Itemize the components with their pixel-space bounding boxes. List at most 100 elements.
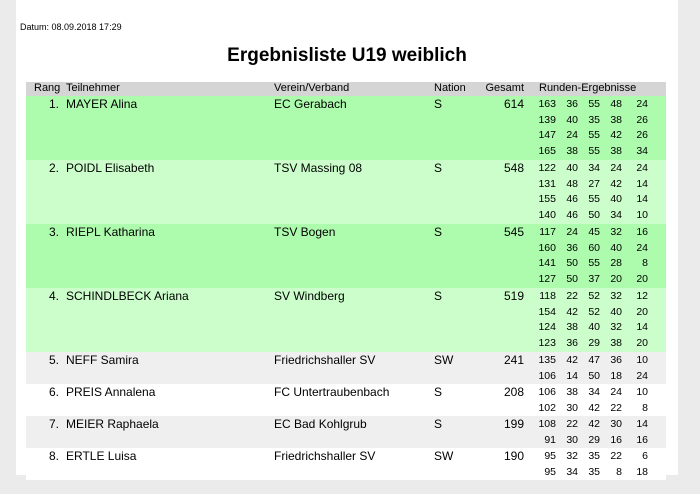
col-verein: Verein/Verband: [274, 82, 350, 94]
round-line: 108 22 42 30 14: [526, 418, 666, 434]
round-score: 26: [636, 129, 648, 142]
round-score: 27: [588, 177, 600, 190]
round-score: 37: [588, 273, 600, 286]
round-score: 55: [588, 193, 600, 206]
round-score: 60: [588, 241, 600, 254]
round-line: 118 22 52 32 12: [526, 290, 666, 306]
rank-cell: 1.: [26, 96, 59, 112]
round-score: 38: [566, 145, 578, 158]
table-row: 1. MAYER Alina EC Gerabach S 614 163 36 55 48 24 1…: [26, 96, 666, 160]
round-score: 22: [610, 401, 622, 414]
rank: 2.: [48, 161, 59, 175]
round-score: 6: [642, 450, 648, 462]
round-score: 16: [636, 226, 648, 238]
round-line: 160 36 60 40 24: [526, 242, 666, 258]
round-sum: 106: [538, 386, 556, 398]
table-row: 4. SCHINDLBECK Ariana SV Windberg S 519 118 22…: [26, 288, 666, 352]
participant-name: NEFF Samira: [66, 353, 139, 367]
club-name: Friedrichshaller SV: [274, 449, 376, 463]
round-score: 50: [588, 209, 600, 222]
round-line: 147 24 55 42 26: [526, 129, 666, 145]
round-score: 38: [566, 386, 578, 398]
round-line: 154 42 52 40 20: [526, 306, 666, 322]
round-score: 32: [610, 226, 622, 238]
total-score: 190: [503, 449, 524, 463]
round-sum: 106: [538, 369, 556, 382]
round-score: 30: [566, 433, 578, 446]
round-score: 38: [610, 113, 622, 126]
round-results: 118 22 52 32 12 154 42 52 40 20 124 38 40 32 14 123 36 29…: [526, 290, 666, 353]
round-score: 52: [588, 290, 600, 302]
round-line: 91 30 29 16 16: [526, 434, 666, 450]
print-date: Datum: 08.09.2018 17:29: [20, 22, 122, 32]
round-score: 42: [610, 129, 622, 142]
round-score: 40: [588, 321, 600, 334]
col-rang: Rang: [34, 82, 61, 94]
round-line: 163 36 55 48 24: [526, 98, 666, 114]
round-score: 32: [566, 450, 578, 462]
club-name: SV Windberg: [274, 289, 345, 303]
round-score: 30: [566, 401, 578, 414]
round-sum: 91: [544, 433, 556, 446]
round-score: 14: [566, 369, 578, 382]
round-score: 47: [588, 354, 600, 366]
round-sum: 147: [538, 129, 556, 142]
round-score: 36: [566, 98, 578, 110]
round-results: 122 40 34 24 24 131 48 27 42 14 155 46 55 40 14 140 46 50…: [526, 162, 666, 225]
round-score: 24: [566, 129, 578, 142]
rank: 5.: [48, 353, 59, 367]
round-score: 18: [636, 465, 648, 478]
round-score: 42: [588, 401, 600, 414]
round-score: 42: [566, 354, 578, 366]
round-score: 10: [636, 354, 648, 366]
round-score: 34: [610, 209, 622, 222]
round-results: 106 38 34 24 10 102 30 42 22 8: [526, 386, 666, 417]
round-line: 102 30 42 22 8: [526, 402, 666, 418]
round-score: 48: [566, 177, 578, 190]
round-score: 40: [610, 193, 622, 206]
nation: S: [434, 97, 443, 111]
round-score: 16: [610, 433, 622, 446]
round-sum: 155: [538, 193, 556, 206]
round-line: 155 46 55 40 14: [526, 193, 666, 209]
round-score: 35: [588, 450, 600, 462]
total-score: 199: [503, 417, 524, 431]
nation: S: [434, 225, 443, 239]
total-score: 208: [503, 385, 524, 399]
nation: S: [434, 161, 443, 175]
round-score: 38: [566, 321, 578, 334]
round-score: 20: [636, 337, 648, 350]
participant-name: POIDL Elisabeth: [66, 161, 155, 175]
round-score: 32: [610, 321, 622, 334]
rank: 7.: [48, 417, 59, 431]
nation: S: [434, 385, 443, 399]
round-score: 48: [610, 98, 622, 110]
round-score: 22: [610, 450, 622, 462]
round-score: 26: [636, 113, 648, 126]
table-row: 6. PREIS Annalena FC Untertraubenbach S 208 1…: [26, 384, 666, 416]
round-score: 46: [566, 193, 578, 206]
round-score: 30: [610, 418, 622, 430]
round-line: 123 36 29 38 20: [526, 337, 666, 353]
rank: 4.: [48, 289, 59, 303]
round-score: 52: [588, 305, 600, 318]
round-sum: 102: [538, 401, 556, 414]
round-score: 50: [566, 273, 578, 286]
club-name: FC Untertraubenbach: [274, 385, 390, 399]
round-results: 117 24 45 32 16 160 36 60 40 24 141 50 55 28 8 127 50 37 2…: [526, 226, 666, 289]
participant-name: PREIS Annalena: [66, 385, 156, 399]
round-sum: 163: [538, 98, 556, 110]
round-score: 42: [566, 305, 578, 318]
total-score: 241: [503, 353, 524, 367]
round-score: 34: [636, 145, 648, 158]
round-score: 14: [636, 177, 648, 190]
nation: SW: [434, 449, 454, 463]
round-line: 141 50 55 28 8: [526, 257, 666, 273]
round-line: 124 38 40 32 14: [526, 321, 666, 337]
col-nation: Nation: [434, 82, 466, 94]
club-name: EC Gerabach: [274, 97, 347, 111]
round-score: 18: [610, 369, 622, 382]
participant-name: MAYER Alina: [66, 97, 138, 111]
round-line: 95 34 35 8 18: [526, 466, 666, 482]
round-sum: 165: [538, 145, 556, 158]
